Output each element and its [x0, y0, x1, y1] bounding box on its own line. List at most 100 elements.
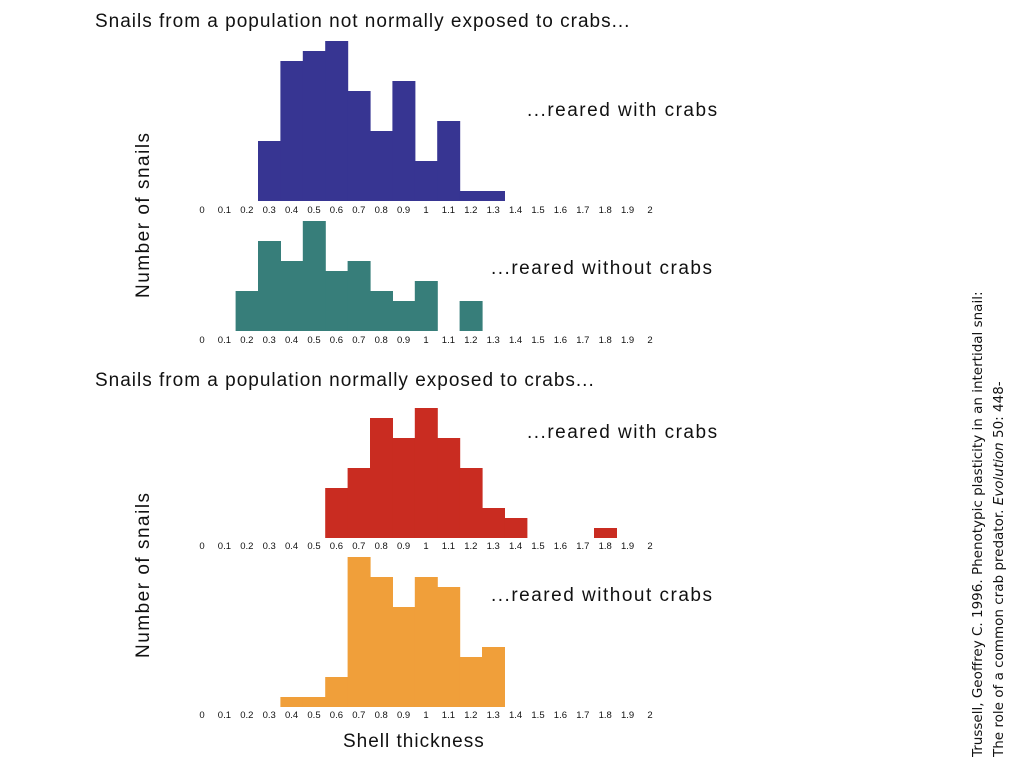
- hist3-label: ...reared with crabs: [527, 422, 719, 443]
- bottom-section-title: Snails from a population normally expose…: [95, 370, 595, 391]
- x-tick-label: 1.2: [464, 710, 477, 721]
- x-tick-label: 0.6: [330, 541, 343, 552]
- x-tick-label: 1.2: [464, 205, 477, 216]
- histogram-bar: [302, 697, 326, 707]
- histogram-bar: [280, 261, 304, 331]
- histogram-bar: [347, 557, 371, 707]
- x-tick-label: 1.6: [554, 335, 567, 346]
- x-tick-label: 1.7: [576, 710, 589, 721]
- x-tick-label: 1.9: [621, 541, 634, 552]
- x-tick-label: 1.5: [531, 541, 544, 552]
- x-tick-label: 0.5: [307, 710, 320, 721]
- x-tick-label: 1.5: [531, 205, 544, 216]
- histogram-bar: [370, 418, 393, 538]
- x-tick-label: 0.1: [218, 335, 231, 346]
- x-tick-label: 0: [199, 541, 204, 552]
- x-tick-label: 0.3: [263, 541, 276, 552]
- x-tick-label: 0.7: [352, 710, 365, 721]
- x-tick-label: 0.9: [397, 710, 410, 721]
- hist2-label: ...reared without crabs: [491, 258, 714, 279]
- x-tick-label: 1.4: [509, 710, 522, 721]
- top-section-title: Snails from a population not normally ex…: [95, 11, 631, 32]
- histogram-bar: [482, 191, 505, 201]
- histogram-bar: [594, 528, 617, 538]
- histogram-bar: [235, 291, 259, 331]
- x-tick-label: 0.3: [263, 335, 276, 346]
- x-tick-label: 1: [423, 541, 428, 552]
- histogram-bar: [370, 577, 393, 707]
- histogram-bar: [414, 281, 438, 331]
- histogram-bar: [437, 587, 461, 707]
- x-tick-label: 0.4: [285, 335, 298, 346]
- x-tick-label: 0.4: [285, 710, 298, 721]
- x-tick-label: 2: [647, 205, 652, 216]
- histogram-bar: [482, 508, 505, 538]
- histogram-bar: [392, 607, 416, 707]
- x-tick-label: 0.1: [218, 205, 231, 216]
- x-tick-label: 1.3: [487, 205, 500, 216]
- histogram-bar: [347, 261, 371, 331]
- x-tick-label: 1.2: [464, 541, 477, 552]
- x-axis-label: Shell thickness: [343, 731, 485, 752]
- x-tick-label: 1: [423, 205, 428, 216]
- x-tick-label: 1.9: [621, 710, 634, 721]
- x-tick-label: 0.1: [218, 541, 231, 552]
- x-tick-label: 1.4: [509, 541, 522, 552]
- histogram-bar: [302, 221, 326, 331]
- x-tick-label: 1.8: [599, 710, 612, 721]
- x-tick-label: 0.1: [218, 710, 231, 721]
- x-tick-label: 2: [647, 335, 652, 346]
- x-tick-label: 1.6: [554, 205, 567, 216]
- histogram-bar: [325, 41, 349, 201]
- x-tick-label: 1.8: [599, 205, 612, 216]
- x-tick-label: 0.9: [397, 335, 410, 346]
- x-tick-label: 0.8: [375, 205, 388, 216]
- histogram-bar: [325, 271, 349, 331]
- hist1-label: ...reared with crabs: [527, 100, 719, 121]
- x-tick-label: 0.5: [307, 205, 320, 216]
- x-tick-label: 0.9: [397, 205, 410, 216]
- histogram-bar: [414, 408, 438, 538]
- histogram-exposed-without-crabs: 0 0.1 0.2 0.3 0.4 0.5 0.6 0.7 0.8 0.9 1 1.1 1.2 1.3 1.…: [199, 557, 653, 721]
- x-tick-label: 1: [423, 710, 428, 721]
- histogram-not-exposed-with-crabs: 0 0.1 0.2 0.3 0.4 0.5 0.6 0.7 0.8 0.9 1 1.1 1.2 1.3 1.…: [199, 41, 653, 216]
- x-tick-label: 0: [199, 335, 204, 346]
- x-tick-label: 1.5: [531, 335, 544, 346]
- x-tick-label: 1.8: [599, 541, 612, 552]
- histogram-bar: [459, 657, 483, 707]
- x-tick-label: 1.6: [554, 710, 567, 721]
- histogram-bar: [258, 241, 281, 331]
- x-tick-label: 2: [647, 710, 652, 721]
- histogram-bar: [280, 61, 304, 201]
- x-tick-label: 0.6: [330, 710, 343, 721]
- x-tick-label: 1.7: [576, 335, 589, 346]
- histogram-bar: [325, 488, 349, 538]
- x-tick-label: 0.6: [330, 335, 343, 346]
- x-tick-label: 0.8: [375, 541, 388, 552]
- x-tick-label: 1.4: [509, 335, 522, 346]
- x-tick-label: 0.4: [285, 205, 298, 216]
- histogram-bar: [280, 697, 304, 707]
- x-tick-label: 0.2: [240, 710, 253, 721]
- histogram-bar: [325, 677, 349, 707]
- x-tick-label: 1.9: [621, 335, 634, 346]
- x-tick-label: 0.2: [240, 205, 253, 216]
- x-tick-label: 0.3: [263, 710, 276, 721]
- histogram-bar: [459, 301, 483, 331]
- x-tick-label: 0.9: [397, 541, 410, 552]
- histogram-bar: [392, 301, 416, 331]
- histogram-bar: [258, 141, 281, 201]
- x-tick-label: 1.1: [442, 710, 455, 721]
- x-tick-label: 1.4: [509, 205, 522, 216]
- histogram-bar: [392, 438, 416, 538]
- x-tick-label: 0.4: [285, 541, 298, 552]
- x-tick-label: 1.9: [621, 205, 634, 216]
- histogram-not-exposed-without-crabs: 0 0.1 0.2 0.3 0.4 0.5 0.6 0.7 0.8 0.9 1 1.1 1.2 1.3 1.…: [199, 221, 653, 346]
- histogram-bar: [459, 468, 483, 538]
- x-tick-label: 1.3: [487, 541, 500, 552]
- x-tick-label: 1.7: [576, 541, 589, 552]
- x-tick-label: 0.7: [352, 541, 365, 552]
- histogram-bar: [437, 438, 461, 538]
- x-tick-label: 1.7: [576, 205, 589, 216]
